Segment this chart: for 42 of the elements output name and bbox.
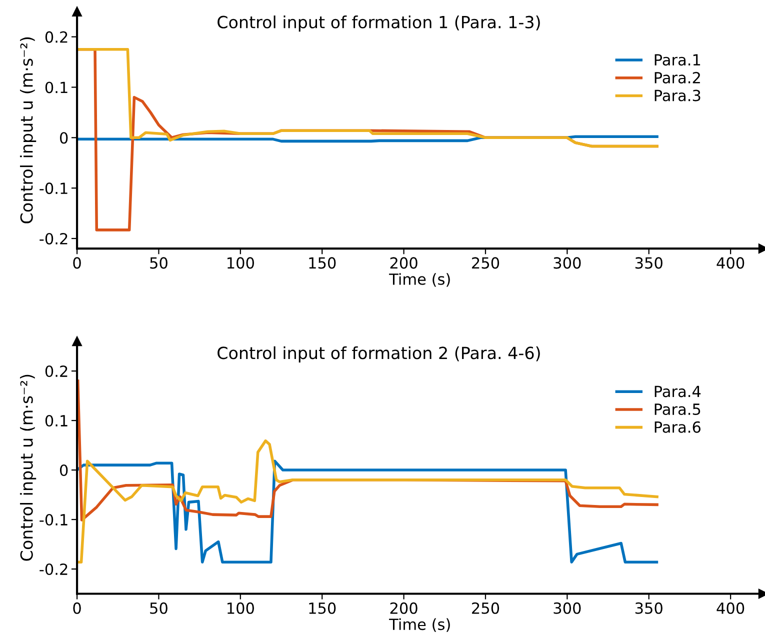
x-tick-label: 0 xyxy=(73,602,81,614)
y-tick-label: -0.2 xyxy=(40,563,68,576)
chart-title: Control input of formation 1 (Para. 1-3) xyxy=(218,16,540,32)
legend-label: Para.6 xyxy=(654,421,700,433)
legend-label: Para.3 xyxy=(654,90,700,102)
x-tick-label: 400 xyxy=(716,257,744,269)
y-tick-label: 0 xyxy=(60,132,68,144)
x-tick-label: 100 xyxy=(228,602,254,614)
x-tick-label: 50 xyxy=(150,257,168,269)
y-tick-label: 0.2 xyxy=(45,31,68,43)
x-tick-label: 50 xyxy=(150,602,168,614)
line-series xyxy=(77,460,658,564)
legend-label: Para.1 xyxy=(654,54,700,66)
x-tick-label: 0 xyxy=(73,257,81,269)
x-tick-label: 150 xyxy=(309,602,336,614)
x-tick-label: 100 xyxy=(228,257,254,269)
x-tick-label: 300 xyxy=(554,602,581,614)
y-axis-title: Control input u (m·s⁻²) xyxy=(20,37,36,224)
chart-title: Control input of formation 2 (Para. 4-6) xyxy=(218,346,540,362)
x-axis-title: Time (s) xyxy=(389,273,450,287)
x-tick-label: 200 xyxy=(390,257,418,269)
y-axis-title: Control input u (m·s⁻²) xyxy=(20,374,36,561)
y-tick-label: -0.1 xyxy=(40,182,68,194)
x-tick-label: 150 xyxy=(309,257,336,269)
x-tick-label: 250 xyxy=(472,257,500,269)
x-tick-label: 250 xyxy=(472,602,500,614)
legend-label: Para.5 xyxy=(654,404,700,416)
x-tick-label: 400 xyxy=(716,602,744,614)
legend-label: Para.4 xyxy=(654,386,701,398)
x-tick-label: 200 xyxy=(390,602,418,614)
x-tick-label: 300 xyxy=(554,257,581,269)
y-tick-label: 0.2 xyxy=(45,365,68,378)
y-tick-label: 0.1 xyxy=(45,82,68,94)
legend-label: Para.2 xyxy=(654,72,700,84)
x-tick-label: 350 xyxy=(635,602,662,614)
y-tick-label: -0.1 xyxy=(40,514,68,526)
x-axis-title: Time (s) xyxy=(389,618,450,632)
x-tick-label: 350 xyxy=(635,257,662,269)
y-tick-label: 0.1 xyxy=(45,414,68,427)
y-tick-label: 0 xyxy=(60,464,68,476)
y-tick-label: -0.2 xyxy=(40,232,68,245)
line-series xyxy=(77,439,658,564)
